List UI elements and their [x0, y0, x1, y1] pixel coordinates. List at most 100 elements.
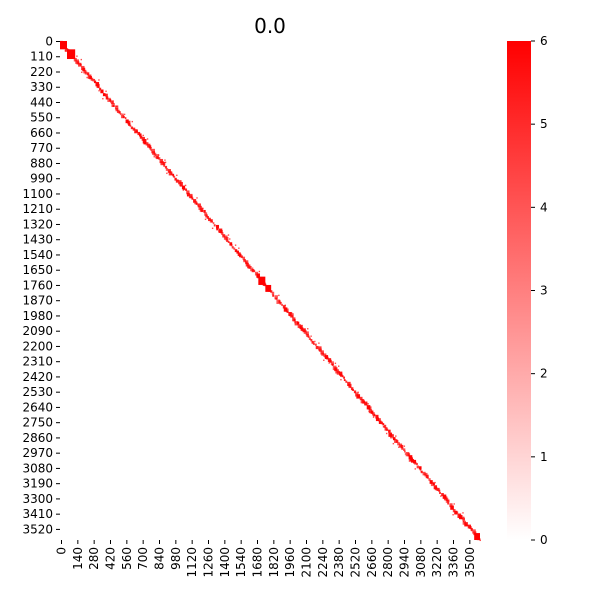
heatmap-cell: [330, 361, 334, 366]
heatmap-cell: [236, 250, 239, 254]
heatmap-cell: [109, 98, 112, 102]
heatmap-cell: [197, 203, 201, 208]
heatmap-cell: [311, 340, 314, 344]
heatmap-cell: [300, 327, 304, 331]
y-tick-label: 1210: [22, 202, 53, 216]
heatmap-cell: [416, 465, 419, 469]
y-tick-label: 2640: [22, 400, 53, 414]
y-tick-label: 1980: [22, 309, 53, 323]
heatmap-cell: [215, 224, 220, 229]
heatmap-cell: [462, 516, 465, 518]
heatmap-cell: [180, 184, 182, 187]
x-tick-label: 2380: [332, 547, 346, 578]
heatmap-cell: [284, 304, 286, 306]
heatmap-cell: [205, 214, 208, 218]
heatmap-cell: [132, 127, 136, 131]
heatmap-cell: [358, 396, 360, 398]
y-tick-label: 2860: [22, 431, 53, 445]
heatmap-cell: [299, 325, 303, 330]
heatmap-cell: [378, 418, 381, 422]
heatmap-cell: [275, 298, 277, 300]
heatmap-cell: [403, 448, 406, 452]
colorbar-tick-label: 0: [540, 533, 548, 547]
heatmap-cell: [159, 158, 164, 164]
heatmap-cell: [297, 324, 301, 329]
heatmap-cell: [172, 175, 175, 178]
y-tick-label: 110: [30, 50, 53, 64]
heatmap-cell: [400, 444, 404, 449]
heatmap-cell: [102, 98, 104, 100]
heatmap-cell: [321, 352, 325, 356]
heatmap-cell: [386, 428, 389, 431]
heatmap-block: [67, 49, 76, 60]
heatmap-cell: [114, 105, 119, 110]
heatmap-cell: [181, 185, 186, 190]
heatmap-cell: [105, 96, 109, 100]
heatmap-cell: [230, 244, 233, 247]
heatmap-cell: [124, 117, 127, 120]
heatmap-cell: [173, 175, 176, 178]
heatmap-cell: [388, 429, 391, 433]
heatmap-cell: [115, 108, 119, 112]
heatmap-plot-area: [60, 40, 481, 542]
y-tick-label: 440: [30, 95, 53, 109]
heatmap-cell: [264, 283, 267, 287]
heatmap-cell: [348, 383, 352, 388]
heatmap-cell: [426, 476, 429, 479]
chart-title: 0.0: [254, 14, 286, 38]
heatmap-cell: [414, 468, 416, 470]
heatmap-cell: [152, 151, 156, 155]
heatmap-cell: [465, 524, 468, 527]
heatmap-cell: [368, 406, 372, 410]
x-tick-label: 1680: [251, 547, 265, 578]
heatmap-cell: [211, 220, 213, 223]
heatmap-cell: [310, 335, 312, 337]
y-tick-label: 2750: [22, 416, 53, 430]
heatmap-cell: [445, 497, 449, 501]
heatmap-cell: [274, 295, 278, 300]
y-tick-label: 990: [30, 172, 53, 186]
heatmap-cell: [368, 410, 370, 412]
heatmap-cell: [414, 461, 417, 465]
x-tick-label: 1400: [218, 547, 232, 578]
heatmap-cell: [105, 90, 107, 92]
heatmap-cell: [447, 502, 449, 505]
x-tick-label: 140: [71, 547, 85, 570]
heatmap-cell: [285, 308, 289, 313]
heatmap-cell: [185, 188, 188, 191]
heatmap-cell: [278, 294, 280, 297]
heatmap-cell: [163, 164, 166, 167]
heatmap-cell: [172, 173, 175, 177]
heatmap-cell: [213, 224, 216, 227]
heatmap-cell: [439, 492, 441, 494]
heatmap-cell: [301, 329, 303, 332]
heatmap-cell: [145, 142, 149, 146]
heatmap-cell: [190, 195, 193, 199]
heatmap-cell: [307, 328, 309, 330]
y-tick-label: 1430: [22, 233, 53, 247]
heatmap-cell: [362, 400, 365, 404]
heatmap-cell: [264, 283, 267, 285]
heatmap-block: [265, 284, 272, 292]
heatmap-cell: [98, 79, 100, 81]
heatmap-cell: [437, 487, 440, 491]
y-tick-label: 1650: [22, 263, 53, 277]
heatmap-cell: [203, 209, 206, 213]
heatmap-cell: [470, 529, 473, 532]
x-tick-label: 3360: [447, 547, 461, 578]
heatmap-cell: [116, 105, 118, 107]
heatmap-cell: [328, 362, 330, 364]
heatmap-cell: [451, 507, 454, 510]
heatmap-cell: [270, 290, 273, 293]
heatmap-cell: [314, 340, 316, 343]
colorbar-tick-label: 6: [540, 34, 548, 48]
heatmap-cell: [453, 503, 455, 505]
y-tick-label: 1760: [22, 278, 53, 292]
heatmap-cell: [234, 249, 238, 253]
heatmap-cell: [410, 459, 414, 463]
heatmap-cell: [413, 459, 417, 464]
heatmap-cell: [340, 373, 343, 377]
heatmap-cell: [93, 80, 97, 84]
heatmap-cell: [128, 121, 130, 123]
